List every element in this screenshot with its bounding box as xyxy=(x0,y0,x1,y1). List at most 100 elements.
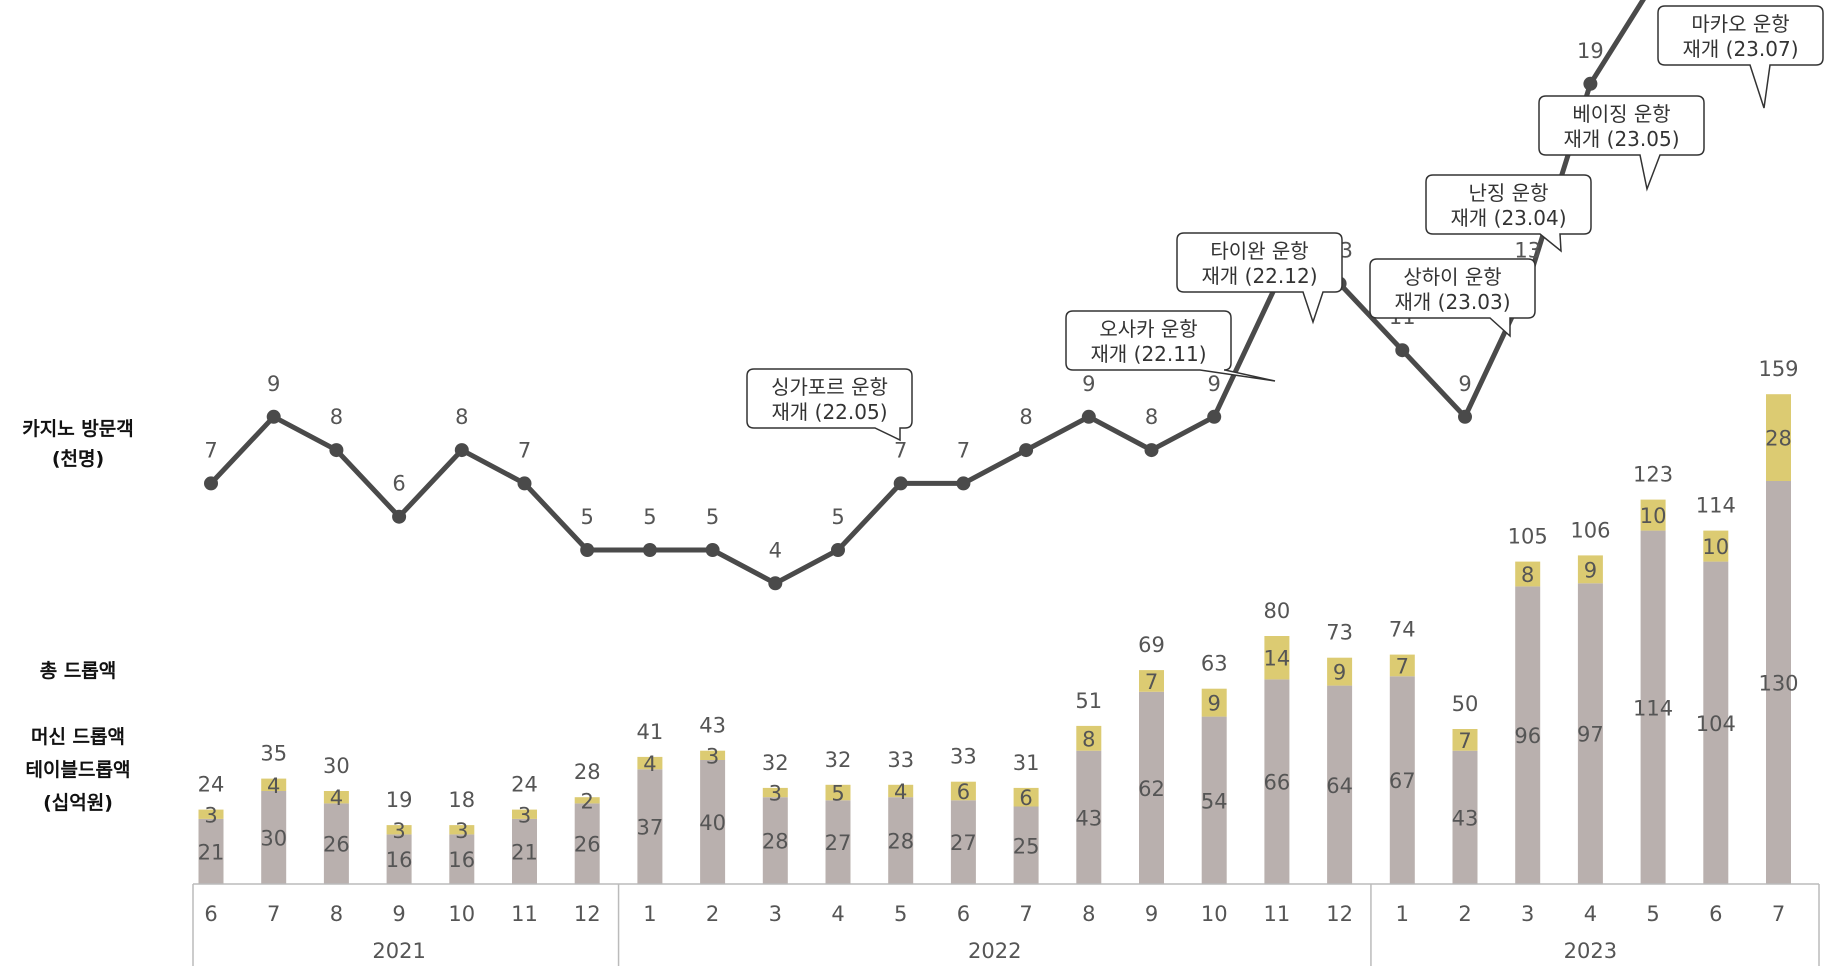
total-drop-value: 123 xyxy=(1633,463,1673,487)
machine-drop-value: 16 xyxy=(448,848,475,872)
table-drop-bar xyxy=(1076,725,1102,751)
machine-drop-bar xyxy=(1452,750,1478,884)
visitors-value: 9 xyxy=(267,372,280,396)
annotation-line2: 재개 (22.05) xyxy=(771,400,887,424)
machine-drop-value: 96 xyxy=(1514,724,1541,748)
visitors-point xyxy=(831,543,845,557)
total-drop-value: 32 xyxy=(825,748,852,772)
visitors-value: 4 xyxy=(769,538,782,562)
month-tick-label: 6 xyxy=(957,902,970,926)
annotation-line1: 타이완 운항 xyxy=(1210,239,1308,263)
visitors-value: 19 xyxy=(1577,39,1604,63)
total-drop-value: 51 xyxy=(1075,689,1102,713)
table-drop-value: 2 xyxy=(581,789,594,813)
machine-drop-bar xyxy=(1515,586,1541,884)
machine-drop-value: 43 xyxy=(1075,806,1102,830)
table-drop-value: 7 xyxy=(1396,654,1409,678)
machine-drop-value: 104 xyxy=(1696,712,1736,736)
month-tick-label: 6 xyxy=(1709,902,1722,926)
total-drop-value: 24 xyxy=(198,773,225,797)
machine-drop-bar xyxy=(1013,806,1039,884)
table-drop-bar xyxy=(1452,729,1478,751)
visitors-point xyxy=(642,543,657,557)
month-tick-label: 1 xyxy=(1396,902,1409,926)
total-drop-value: 69 xyxy=(1138,633,1165,657)
machine-drop-value: 62 xyxy=(1138,777,1165,801)
total-drop-value: 73 xyxy=(1326,621,1353,645)
total-drop-value: 33 xyxy=(950,745,977,769)
month-tick-label: 3 xyxy=(1521,902,1534,926)
month-tick-label: 4 xyxy=(1584,902,1597,926)
table-drop-label: 테이블드롭액 xyxy=(25,759,131,781)
table-drop-bar xyxy=(637,756,663,770)
machine-drop-value: 28 xyxy=(762,830,789,854)
annotation-callout xyxy=(746,368,913,442)
machine-drop-value: 21 xyxy=(198,840,225,864)
annotation-callout xyxy=(1065,310,1276,382)
machine-drop-value: 54 xyxy=(1201,789,1228,813)
table-drop-value: 14 xyxy=(1264,647,1291,671)
month-tick-label: 2 xyxy=(1458,902,1471,926)
visitors-value: 7 xyxy=(518,438,531,462)
month-tick-label: 7 xyxy=(1772,902,1785,926)
table-drop-value: 3 xyxy=(392,819,405,843)
table-drop-bar xyxy=(762,787,788,798)
visitors-point xyxy=(768,576,783,591)
machine-drop-bar xyxy=(950,800,976,884)
machine-drop-value: 16 xyxy=(386,848,413,872)
machine-drop-bar xyxy=(323,803,349,884)
total-drop-value: 18 xyxy=(448,788,475,812)
visitors-value: 8 xyxy=(330,405,343,429)
visitors-value: 9 xyxy=(1082,372,1095,396)
table-drop-bar xyxy=(1640,499,1666,531)
visitors-point xyxy=(580,543,595,557)
machine-drop-bar xyxy=(1076,750,1102,884)
total-drop-value: 30 xyxy=(323,754,350,778)
visitors-point xyxy=(517,476,532,491)
table-drop-bar xyxy=(1389,654,1415,677)
table-drop-bar xyxy=(261,778,287,791)
machine-drop-bar xyxy=(1201,716,1227,884)
machine-drop-bar xyxy=(261,791,287,884)
month-tick-label: 4 xyxy=(831,902,844,926)
visitors-point xyxy=(1019,443,1034,458)
table-drop-value: 3 xyxy=(518,803,531,827)
machine-drop-bar xyxy=(700,760,726,884)
total-drop-label: 총 드롭액 xyxy=(39,660,117,682)
table-drop-value: 4 xyxy=(643,752,656,776)
visitors-point xyxy=(1458,409,1472,424)
table-drop-value: 4 xyxy=(894,780,907,804)
total-drop-value: 31 xyxy=(1013,751,1040,775)
machine-drop-bar xyxy=(1577,583,1603,884)
total-drop-value: 80 xyxy=(1264,599,1291,623)
table-drop-bar xyxy=(950,781,976,801)
visitors-point xyxy=(1583,76,1598,91)
table-drop-value: 4 xyxy=(267,774,280,798)
machine-drop-value: 25 xyxy=(1013,834,1040,858)
total-drop-value: 63 xyxy=(1201,652,1228,676)
machine-drop-value: 130 xyxy=(1758,672,1798,696)
table-drop-value: 10 xyxy=(1640,504,1667,528)
machine-drop-value: 97 xyxy=(1577,723,1604,747)
visitors-point xyxy=(204,476,218,491)
table-drop-value: 9 xyxy=(1208,692,1221,716)
table-drop-bar xyxy=(825,784,851,801)
annotation-line2: 재개 (23.07) xyxy=(1682,37,1798,61)
annotation-line2: 재개 (22.11) xyxy=(1090,342,1206,366)
table-drop-bar xyxy=(449,825,475,835)
total-drop-value: 24 xyxy=(511,773,538,797)
table-drop-bar xyxy=(1577,555,1603,584)
machine-drop-value: 66 xyxy=(1264,771,1291,795)
table-drop-value: 8 xyxy=(1082,727,1095,751)
machine-drop-value: 64 xyxy=(1326,774,1353,798)
machine-drop-value: 28 xyxy=(887,830,914,854)
month-tick-label: 5 xyxy=(894,902,907,926)
month-tick-label: 3 xyxy=(769,902,782,926)
visitors-point xyxy=(329,443,344,458)
machine-drop-value: 67 xyxy=(1389,769,1416,793)
annotation-line1: 베이징 운항 xyxy=(1572,102,1670,126)
table-drop-value: 3 xyxy=(204,803,217,827)
visitors-value: 8 xyxy=(455,405,468,429)
table-drop-bar xyxy=(1703,530,1729,562)
